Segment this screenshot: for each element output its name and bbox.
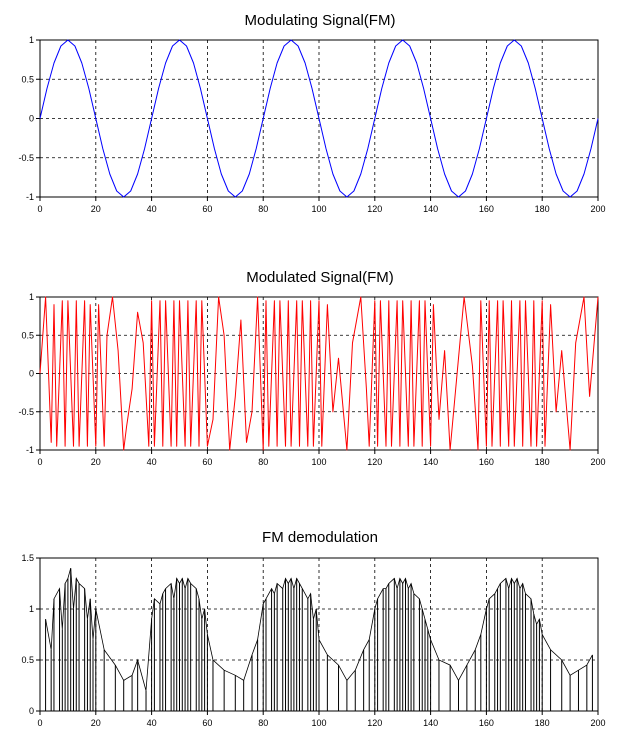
x-tick-label: 160 — [479, 204, 494, 214]
x-tick-label: 20 — [91, 204, 101, 214]
y-tick-label: -1 — [26, 445, 34, 455]
x-tick-label: 80 — [258, 204, 268, 214]
y-tick-label: 0.5 — [21, 74, 34, 84]
x-tick-label: 40 — [147, 457, 157, 467]
modulated-signal-plot: Modulated Signal(FM) 0 20 40 60 80 100 120 140 1… — [18, 269, 605, 467]
x-tick-label: 140 — [423, 718, 438, 728]
x-tick-label: 200 — [590, 718, 605, 728]
y-tick-label: 1 — [29, 35, 34, 45]
y-tick-label: 0 — [29, 369, 34, 379]
x-tick-label: 180 — [535, 718, 550, 728]
x-tick-label: 180 — [535, 457, 550, 467]
y-tick-label: 1 — [29, 604, 34, 614]
series-line — [39, 39, 599, 198]
y-tick-label: 0 — [29, 114, 34, 124]
y-tick-label: -0.5 — [18, 153, 34, 163]
plot-title: Modulated Signal(FM) — [246, 269, 394, 286]
plot-title: FM demodulation — [262, 529, 378, 546]
series-outline — [45, 568, 593, 691]
x-tick-label: 120 — [367, 457, 382, 467]
y-tick-label: 0.5 — [21, 330, 34, 340]
x-tick-label: 40 — [147, 718, 157, 728]
y-tick-label: 0.5 — [21, 655, 34, 665]
x-tick-label: 160 — [479, 457, 494, 467]
x-tick-label: 60 — [202, 718, 212, 728]
x-tick-label: 80 — [258, 457, 268, 467]
y-tick-label: -0.5 — [18, 407, 34, 417]
x-tick-label: 200 — [590, 457, 605, 467]
x-tick-label: 20 — [91, 718, 101, 728]
x-tick-label: 200 — [590, 204, 605, 214]
x-tick-label: 40 — [147, 204, 157, 214]
x-tick-label: 140 — [423, 457, 438, 467]
x-tick-label: 80 — [258, 718, 268, 728]
x-tick-label: 100 — [311, 204, 326, 214]
x-tick-label: 0 — [37, 204, 42, 214]
x-tick-label: 100 — [311, 718, 326, 728]
x-tick-label: 120 — [367, 718, 382, 728]
y-tick-label: 1 — [29, 292, 34, 302]
x-tick-label: 180 — [535, 204, 550, 214]
x-tick-label: 60 — [202, 204, 212, 214]
modulating-signal-plot: Modulating Signal(FM) 0 20 40 60 80 100 120 140… — [18, 12, 605, 214]
x-tick-label: 60 — [202, 457, 212, 467]
x-tick-label: 100 — [311, 457, 326, 467]
x-tick-label: 160 — [479, 718, 494, 728]
x-tick-label: 20 — [91, 457, 101, 467]
y-tick-label: 1.5 — [21, 553, 34, 563]
plot-title: Modulating Signal(FM) — [245, 12, 396, 29]
x-tick-label: 120 — [367, 204, 382, 214]
y-tick-label: -1 — [26, 192, 34, 202]
x-tick-label: 0 — [37, 718, 42, 728]
fm-demodulation-plot: FM demodulation 0 20 40 60 80 100 120 140 160 180… — [21, 529, 605, 728]
x-tick-label: 140 — [423, 204, 438, 214]
x-tick-label: 0 — [37, 457, 42, 467]
y-tick-label: 0 — [29, 706, 34, 716]
series-line — [39, 296, 599, 451]
